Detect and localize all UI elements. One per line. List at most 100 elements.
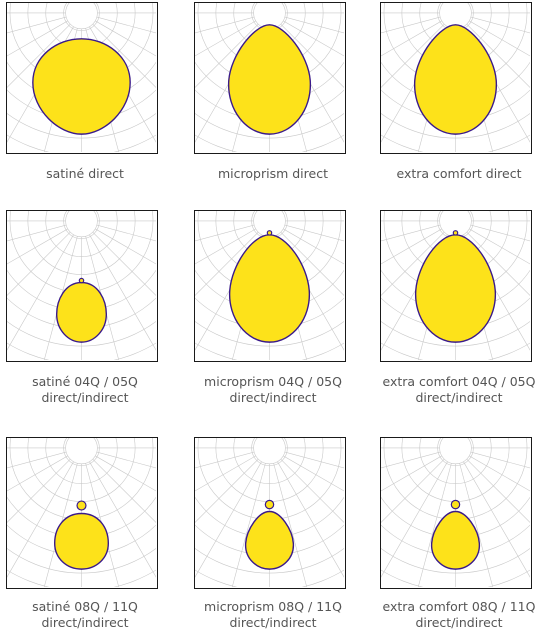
grid-radial (7, 447, 82, 523)
caption: microprism 04Q / 05Q direct/indirect (204, 374, 342, 405)
grid-radial (195, 447, 270, 469)
polar-grid (381, 3, 530, 152)
grid-radial (381, 220, 456, 265)
grid-radial (381, 220, 456, 296)
polar-plot (6, 437, 158, 589)
polar-grid (381, 438, 530, 587)
caption: satiné 08Q / 11Q direct/indirect (32, 599, 138, 630)
grid-radial (455, 220, 530, 265)
grid-radial (7, 220, 82, 265)
light-distribution-shape (53, 512, 110, 570)
grid-radial (81, 447, 156, 523)
polar-plot (194, 437, 346, 589)
grid-radial (455, 447, 530, 492)
grid-radial (195, 220, 270, 242)
grid-radial (81, 220, 156, 265)
polar-plot (194, 210, 346, 362)
grid-radial (455, 12, 530, 34)
grid-radial (81, 447, 156, 469)
grid-radial (81, 447, 156, 492)
grid-radial (269, 12, 344, 88)
grid-radial (455, 447, 530, 523)
grid-radial (195, 220, 270, 296)
grid-radial (81, 447, 120, 587)
indirect-lobe (452, 230, 459, 236)
grid-radial (7, 12, 82, 57)
grid-radial (269, 447, 344, 578)
grid-lines (7, 211, 156, 360)
polar-grid (7, 438, 156, 587)
center-blank (253, 438, 286, 465)
grid-radial (269, 447, 344, 469)
grid-radial (81, 220, 156, 351)
indirect-lobe (450, 499, 461, 510)
grid-radial (7, 12, 82, 34)
grid-lines (381, 438, 530, 587)
grid-radial (195, 220, 270, 265)
polar-grid (195, 438, 344, 587)
grid-radial (81, 12, 156, 57)
grid-radial (195, 12, 270, 57)
light-distribution-shape (414, 24, 497, 135)
grid-radial (269, 220, 344, 296)
grid-radial (195, 12, 270, 34)
grid-radial (195, 447, 270, 578)
caption: microprism direct (218, 166, 328, 181)
caption: satiné direct (46, 166, 124, 181)
grid-radial (7, 447, 82, 492)
center-blank (65, 438, 98, 465)
caption: microprism 08Q / 11Q direct/indirect (204, 599, 342, 630)
grid-radial (455, 220, 530, 296)
grid-radial (417, 447, 456, 587)
polar-plot (6, 210, 158, 362)
grid-radial (81, 12, 156, 88)
grid-radial (455, 12, 530, 57)
grid-radial (455, 447, 494, 587)
grid-radial (455, 12, 530, 88)
grid-radial (7, 220, 82, 296)
grid-radial (81, 220, 156, 242)
light-distribution-shape (430, 510, 481, 570)
light-distribution-shape (55, 281, 108, 343)
grid-radial (381, 12, 456, 34)
polar-plot (380, 2, 532, 154)
grid-radial (43, 220, 82, 360)
light-distribution-shape (32, 38, 131, 135)
grid-radial (381, 447, 456, 492)
light-distribution-shape (229, 234, 310, 343)
grid-radial (269, 447, 344, 492)
polar-plot (194, 2, 346, 154)
grid-radial (269, 220, 344, 242)
grid-radial (269, 12, 344, 34)
grid-radial (43, 447, 82, 587)
caption: extra comfort direct (396, 166, 522, 181)
grid-radial (7, 447, 82, 578)
polar-grid (195, 211, 344, 360)
grid-radial (269, 447, 308, 587)
polar-grid (7, 211, 156, 360)
caption: satiné 04Q / 05Q direct/indirect (32, 374, 138, 405)
indirect-lobe (264, 499, 275, 510)
grid-radial (381, 447, 456, 469)
grid-radial (381, 220, 456, 242)
grid-radial (455, 220, 530, 242)
grid-radial (195, 447, 270, 492)
grid-radial (81, 12, 156, 34)
grid-radial (381, 447, 456, 578)
polar-grid (7, 3, 156, 152)
grid-radial (269, 12, 344, 57)
grid-radial (195, 12, 270, 88)
polar-grid (381, 211, 530, 360)
grid-radial (381, 12, 456, 57)
polar-plot (380, 437, 532, 589)
grid-radial (7, 447, 82, 469)
grid-radial (231, 447, 270, 587)
center-blank (65, 3, 98, 30)
grid-radial (81, 447, 156, 578)
grid-radial (455, 447, 530, 578)
grid-radial (195, 447, 270, 523)
grid-radial (381, 12, 456, 88)
polar-grid (195, 3, 344, 152)
caption: extra comfort 04Q / 05Q direct/indirect (382, 374, 536, 405)
grid-radial (269, 220, 344, 265)
